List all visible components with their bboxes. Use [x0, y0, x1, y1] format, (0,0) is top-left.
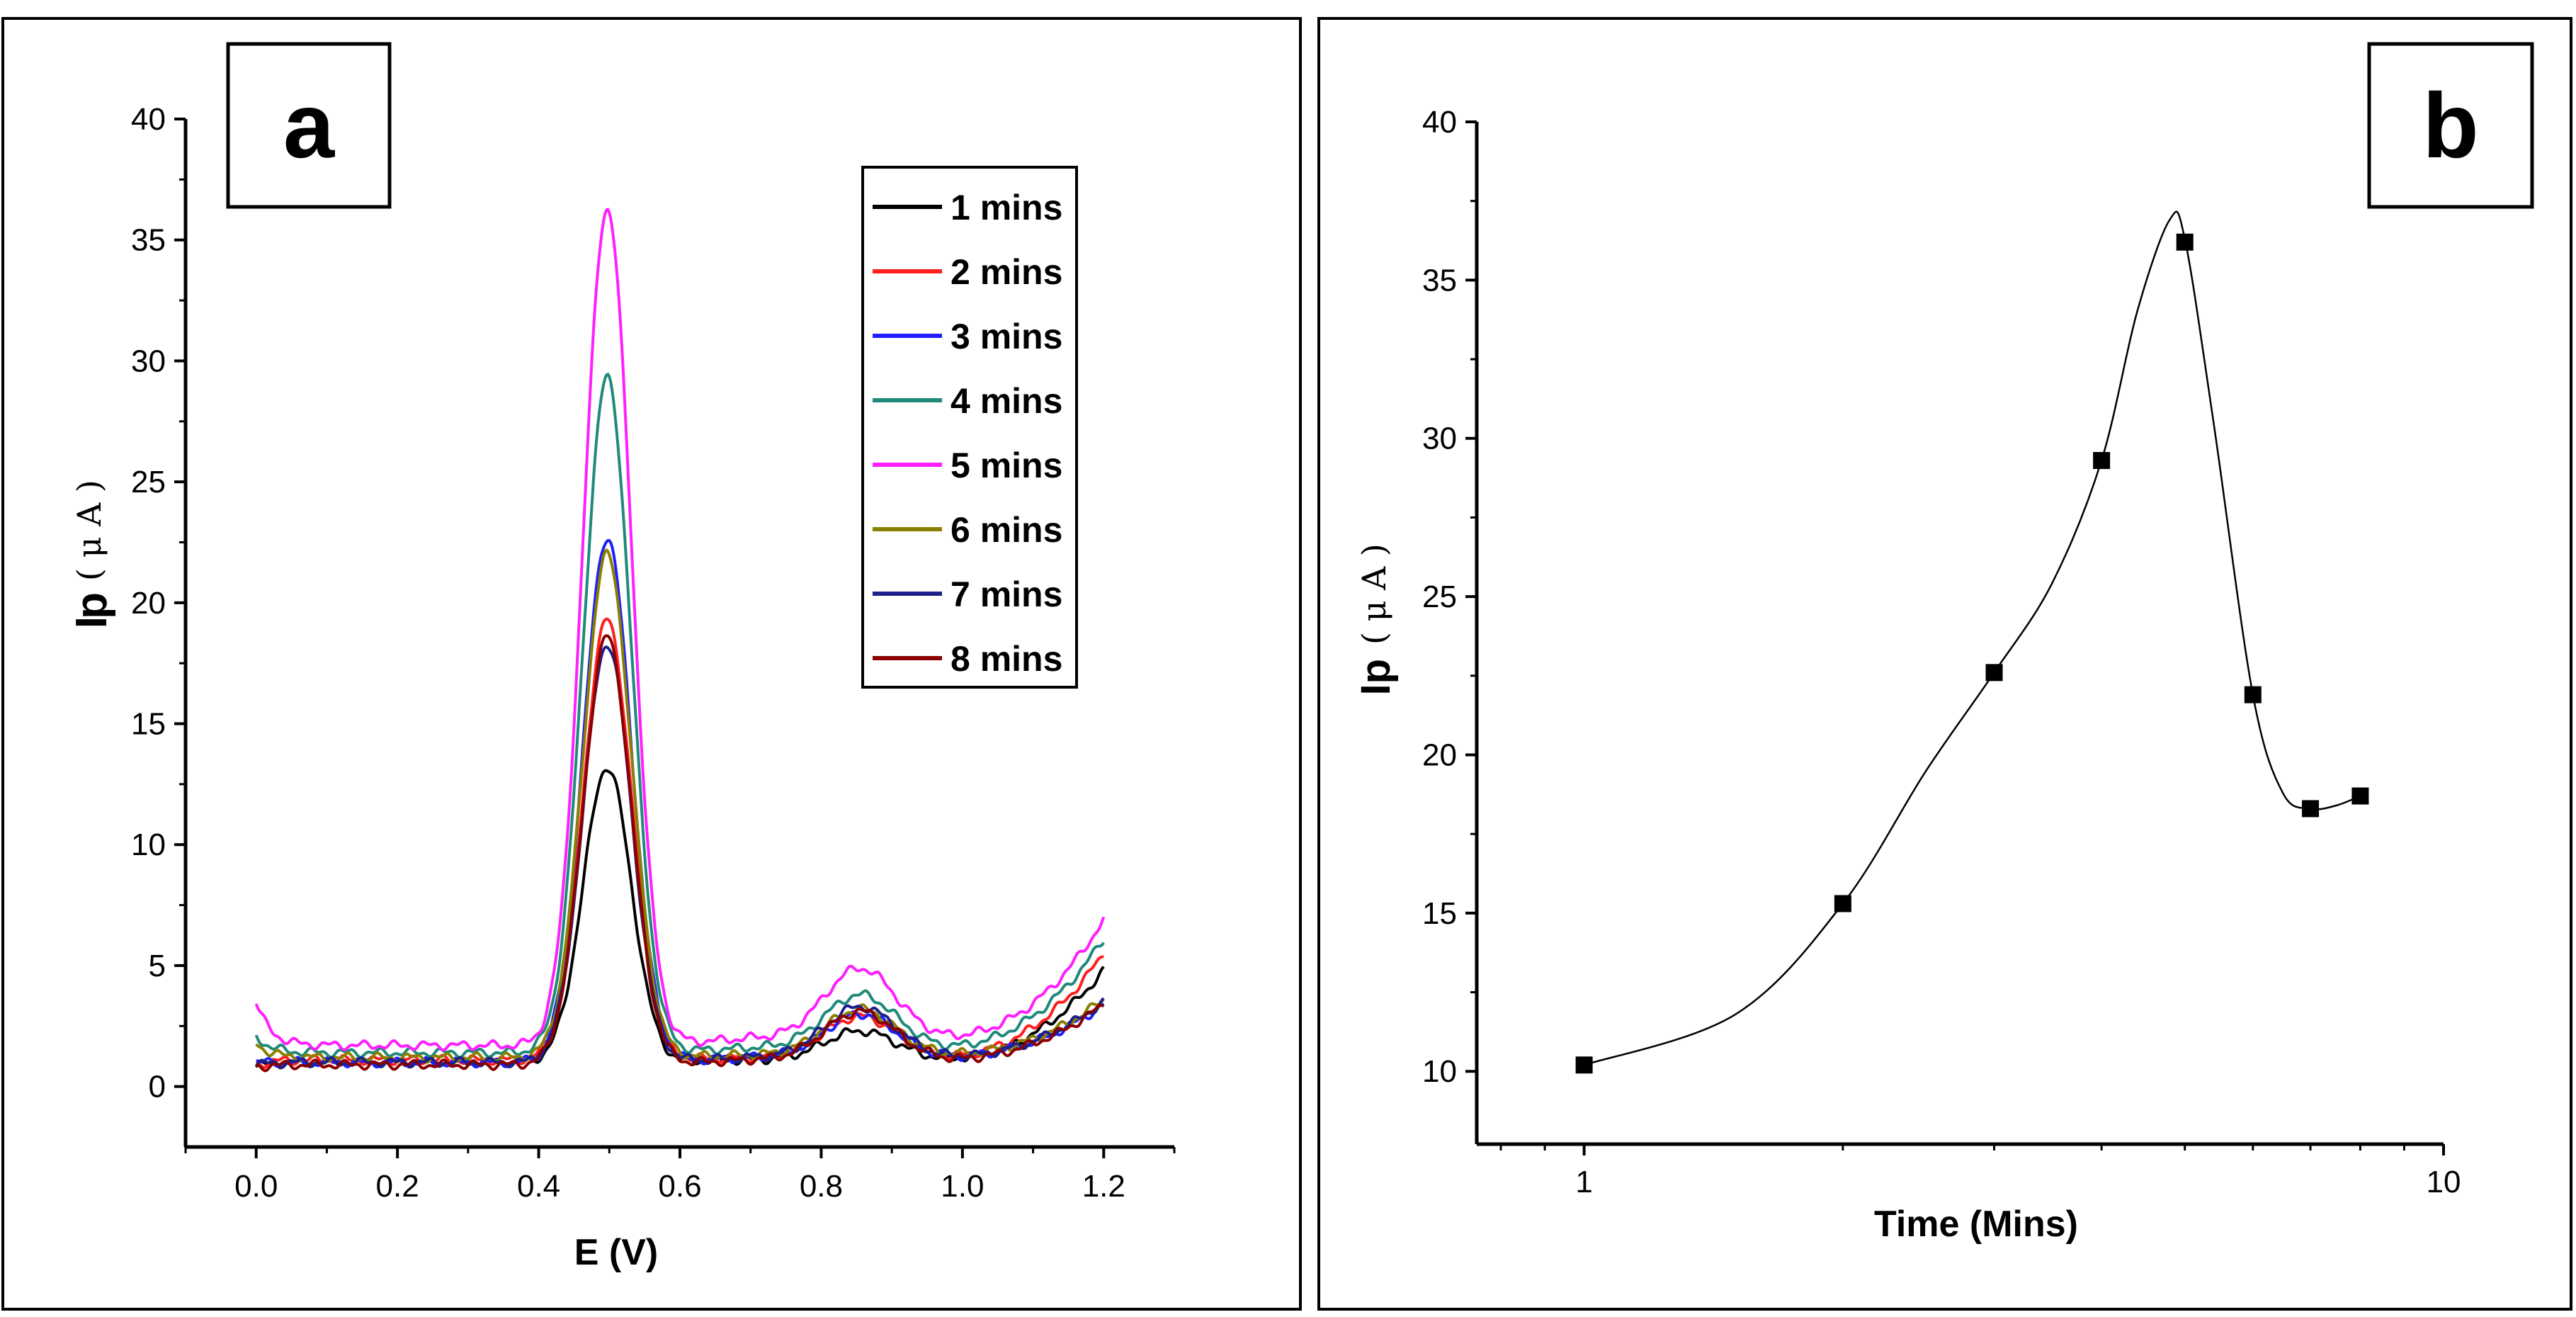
legend-label-2: 2 mins [951, 252, 1062, 292]
panel-b-y-label-unit: ( μ A ) [1355, 543, 1393, 645]
panel-a-letter: a [283, 74, 336, 177]
panel-b-x-label: Time (Mins) [1874, 1204, 2078, 1245]
legend-label-5: 5 mins [951, 446, 1062, 485]
data-point-4 [2093, 452, 2111, 470]
panel-a-tick-labels: 0 5 10 15 20 25 30 35 40 0.0 0.2 0.4 0.6 0.8 1.0 1.2 [131, 102, 1125, 1204]
panel-b-y-tick-label: 10 [1422, 1054, 1457, 1089]
panel-a-series [254, 208, 1106, 1073]
panel-a-y-tick-label: 10 [131, 827, 166, 862]
panel-b-letter-box [2367, 42, 2534, 209]
panel-a-y-label: I p ( μ A ) [67, 480, 116, 628]
panel-a-border [1, 17, 1302, 1311]
panel-a-y-tick-label: 5 [149, 949, 166, 983]
data-point-1 [1575, 1056, 1593, 1074]
panel-a-y-tick-label: 40 [131, 102, 166, 137]
panel-b-y-tick-label: 30 [1422, 422, 1457, 456]
data-point-3 [1985, 664, 2003, 682]
panel-b-y-tick-label: 20 [1422, 737, 1457, 772]
data-point-2 [1834, 895, 1851, 912]
panel-b-tick-labels: 10 15 20 25 30 35 40 1 10 [1422, 105, 2461, 1199]
panel-a-x-tick-label: 1.0 [941, 1169, 984, 1204]
series-line-4 [254, 372, 1105, 1059]
legend-label-1: 1 mins [951, 188, 1062, 227]
data-point-8 [2351, 787, 2369, 805]
data-point-6 [2244, 686, 2262, 703]
panel-b-y-tick-label: 15 [1422, 896, 1457, 931]
panel-a-y-tick-label: 0 [149, 1070, 166, 1104]
legend-label-8: 8 mins [951, 639, 1062, 679]
panel-a-y-tick-label: 35 [131, 223, 166, 258]
panel-a-legend [861, 166, 1078, 689]
legend-label-7: 7 mins [951, 575, 1062, 614]
panel-b-y-label-main: Ip [1353, 659, 1399, 696]
panel-a-x-label: E (V) [574, 1232, 658, 1273]
panel-a: 0 5 10 15 20 25 30 35 40 0.0 0.2 0.4 0.6 0.8 1.0 1.2 E … [1, 17, 1302, 1311]
panel-a-y-tick-label: 15 [131, 707, 166, 742]
panel-b: 10 15 20 25 30 35 40 1 10 Time (Mins) Ip ( μ A )… [1317, 17, 2572, 1311]
panel-a-y-tick-label: 25 [131, 465, 166, 499]
panel-b-border [1317, 17, 2572, 1311]
panel-a-x-tick-label: 0.8 [800, 1169, 843, 1204]
legend-label-6: 6 mins [951, 510, 1062, 550]
panel-b-y-tick-label: 35 [1422, 263, 1457, 298]
panel-a-x-tick-label: 1.2 [1082, 1169, 1125, 1204]
legend-label-3: 3 mins [951, 317, 1062, 356]
panel-a-letter-box [226, 42, 392, 209]
data-point-5 [2176, 233, 2194, 251]
series-line-8 [256, 634, 1105, 1073]
panel-a-ticks [174, 118, 1176, 1158]
panel-b-x-tick-label: 1 [1575, 1165, 1592, 1199]
panel-b-x-tick-label: 10 [2427, 1165, 2461, 1199]
panel-b-y-label: Ip ( μ A ) [1353, 543, 1399, 695]
legend-label-4: 4 mins [951, 381, 1062, 421]
series-line-5 [254, 208, 1106, 1052]
panel-a-y-label-sub: p [67, 592, 116, 619]
panel-b-fit-curve [1584, 210, 2361, 1066]
panel-b-y-tick-label: 25 [1422, 580, 1457, 614]
panel-a-x-tick-label: 0.0 [234, 1169, 278, 1204]
panel-b-letter: b [2422, 74, 2478, 177]
panel-a-y-tick-label: 20 [131, 586, 166, 621]
panel-a-legend-items: 1 mins 2 mins 3 mins 4 mins 5 mins 6 mins 7 mi… [873, 188, 1062, 679]
panel-a-y-label-main: I [67, 616, 116, 628]
panel-a-x-tick-label: 0.4 [517, 1169, 560, 1204]
panel-b-y-tick-label: 40 [1422, 105, 1457, 140]
panel-a-x-tick-label: 0.2 [376, 1169, 419, 1204]
panel-a-y-label-unit: ( μ A ) [70, 480, 108, 581]
panel-a-x-tick-label: 0.6 [658, 1169, 701, 1204]
panel-a-y-tick-label: 30 [131, 344, 166, 378]
panel-b-points [1575, 233, 2369, 1074]
data-point-7 [2302, 800, 2320, 818]
